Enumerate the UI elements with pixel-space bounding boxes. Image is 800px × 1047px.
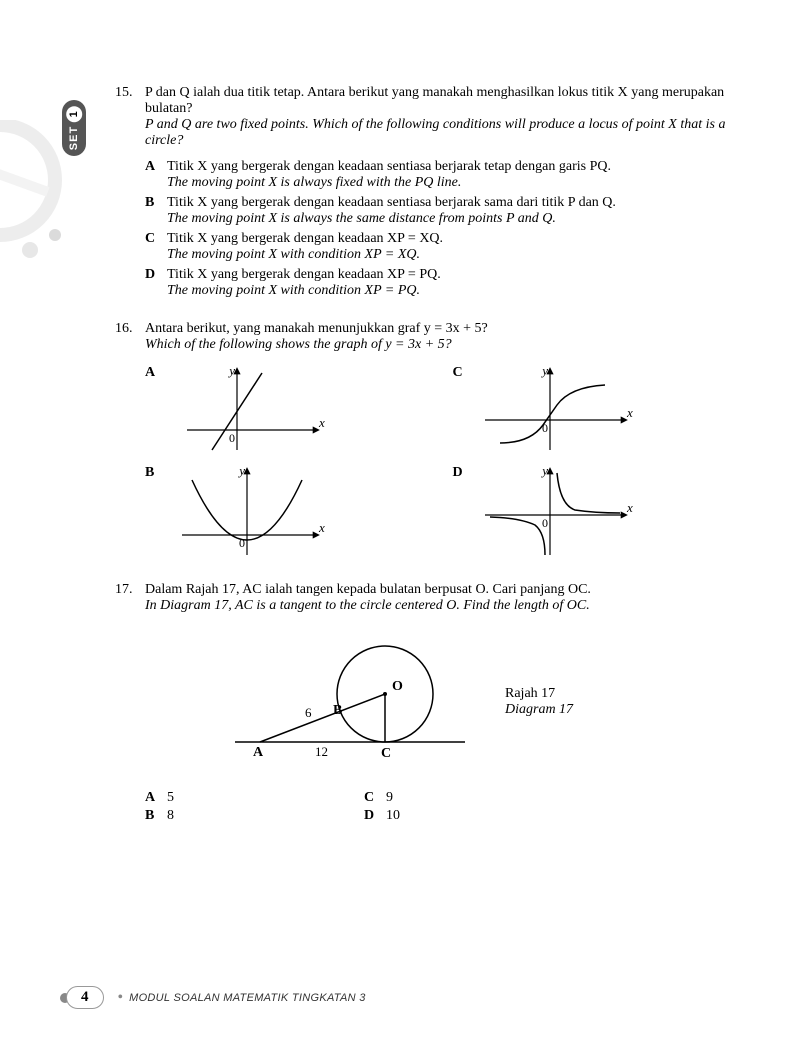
q16-graph-a: A y x 0	[145, 365, 423, 455]
q17-ans-d-val: 10	[386, 808, 400, 824]
svg-text:x: x	[626, 405, 633, 420]
svg-text:B: B	[333, 703, 342, 718]
footer-title: MODUL SOALAN MATEMATIK TINGKATAN 3	[129, 992, 366, 1004]
question-15: 15. P dan Q ialah dua titik tetap. Antar…	[115, 85, 730, 299]
q16-graph-d: D y x 0	[453, 465, 731, 560]
q16-number: 16.	[115, 321, 145, 353]
q15-opt-a-en: The moving point X is always fixed with …	[167, 175, 730, 191]
q17-number: 17.	[115, 582, 145, 614]
svg-text:x: x	[318, 520, 325, 535]
svg-text:0: 0	[229, 431, 235, 445]
q16-text-ms: Antara berikut, yang manakah menunjukkan…	[145, 321, 730, 337]
q15-opt-a-letter: A	[145, 159, 167, 191]
q17-text-ms: Dalam Rajah 17, AC ialah tangen kepada b…	[145, 582, 730, 598]
q17-ans-a-val: 5	[167, 790, 174, 806]
q16-d-letter: D	[453, 465, 475, 481]
q16-c-letter: C	[453, 365, 475, 381]
q15-opt-b-en: The moving point X is always the same di…	[167, 211, 730, 227]
q17-ans-b-letter: B	[145, 808, 167, 824]
q17-caption-en: Diagram 17	[505, 702, 573, 718]
q17-ans-c-val: 9	[386, 790, 393, 806]
q16-graph-b: B y x 0	[145, 465, 423, 560]
q17-caption: Rajah 17 Diagram 17	[505, 686, 573, 718]
svg-text:A: A	[253, 745, 264, 760]
page-footer: 4 • MODUL SOALAN MATEMATIK TINGKATAN 3	[0, 986, 800, 1009]
svg-text:6: 6	[305, 705, 312, 720]
q15-opt-c-letter: C	[145, 231, 167, 263]
q17-ans-a-letter: A	[145, 790, 167, 806]
q16-text-en: Which of the following shows the graph o…	[145, 337, 730, 353]
svg-text:x: x	[626, 500, 633, 515]
q17-caption-ms: Rajah 17	[505, 686, 573, 702]
q16-b-letter: B	[145, 465, 167, 481]
q15-number: 15.	[115, 85, 145, 149]
q17-ans-c-letter: C	[364, 790, 386, 806]
q16-a-letter: A	[145, 365, 167, 381]
question-17: 17. Dalam Rajah 17, AC ialah tangen kepa…	[115, 582, 730, 826]
q15-opt-c-ms: Titik X yang bergerak dengan keadaan XP …	[167, 231, 730, 247]
q17-ans-d-letter: D	[364, 808, 386, 824]
q15-opt-a-ms: Titik X yang bergerak dengan keadaan sen…	[167, 159, 730, 175]
q17-text-en: In Diagram 17, AC is a tangent to the ci…	[145, 598, 730, 614]
svg-text:y: y	[540, 465, 548, 478]
q15-opt-d-en: The moving point X with condition XP = P…	[167, 283, 730, 299]
q16-graph-c: C y x 0	[453, 365, 731, 455]
q15-opt-b-ms: Titik X yang bergerak dengan keadaan sen…	[167, 195, 730, 211]
q17-ans-b-val: 8	[167, 808, 174, 824]
question-16: 16. Antara berikut, yang manakah menunju…	[115, 321, 730, 560]
svg-text:12: 12	[315, 744, 328, 759]
q15-text-en: P and Q are two fixed points. Which of t…	[145, 117, 730, 149]
q15-options: A Titik X yang bergerak dengan keadaan s…	[115, 159, 730, 299]
q15-text-ms: P dan Q ialah dua titik tetap. Antara be…	[145, 85, 730, 117]
svg-text:0: 0	[542, 516, 548, 530]
svg-text:x: x	[318, 415, 325, 430]
q17-diagram: O A B C 6 12	[215, 632, 475, 772]
q15-opt-c-en: The moving point X with condition XP = X…	[167, 247, 730, 263]
svg-text:y: y	[237, 465, 245, 478]
svg-text:O: O	[392, 679, 403, 694]
svg-text:0: 0	[542, 421, 548, 435]
svg-text:y: y	[540, 365, 548, 378]
svg-text:C: C	[381, 746, 391, 761]
q15-opt-b-letter: B	[145, 195, 167, 227]
page-number: 4	[66, 986, 104, 1009]
footer-bullet-icon: •	[118, 989, 124, 1007]
svg-text:y: y	[227, 365, 235, 378]
q15-opt-d-ms: Titik X yang bergerak dengan keadaan XP …	[167, 267, 730, 283]
svg-text:0: 0	[239, 536, 245, 550]
q15-opt-d-letter: D	[145, 267, 167, 299]
